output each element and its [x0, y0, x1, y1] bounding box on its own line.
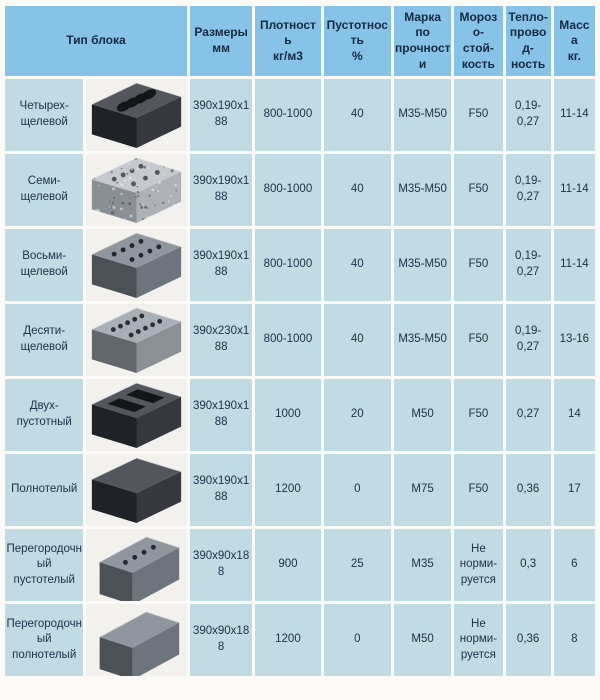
cell-conductivity: 0,19- 0,27: [505, 229, 551, 301]
cell-density: 800-1000: [255, 229, 321, 301]
cell-block-type: Двух- пустотный: [5, 379, 84, 451]
header-density: Плотност ь кг/м3: [255, 6, 321, 76]
cell-conductivity: 0,36: [505, 454, 551, 526]
blocks-spec-table: Тип блока Размеры мм Плотност ь кг/м3 Пу…: [2, 3, 598, 679]
cell-hollowness: 40: [323, 154, 391, 226]
cell-frost: Не норми- руется: [454, 529, 503, 601]
header-frost-resistance: Мороз о- стой- кость: [454, 6, 503, 76]
cell-dimensions: 390х230х1 88: [189, 304, 253, 376]
header-mass: Масс а кг.: [553, 6, 595, 76]
cell-conductivity: 0,3: [505, 529, 551, 601]
cell-conductivity: 0,36: [505, 604, 551, 676]
cell-mass: 17: [553, 454, 595, 526]
cell-strength: М35-М50: [393, 154, 452, 226]
cell-mass: 11-14: [553, 229, 595, 301]
cell-mass: 6: [553, 529, 595, 601]
cell-photo: [86, 529, 187, 601]
cell-dimensions: 390х190х1 88: [189, 229, 253, 301]
cell-density: 900: [255, 529, 321, 601]
table-row: Четырех- щелевой 390х190х1 88 800-1000 4…: [5, 79, 595, 151]
table-row: Перегородочн ый полнотелый 390х90х18 8 1…: [5, 604, 595, 676]
table-row: Двух- пустотный 390х190х1 88 1000 20 М50…: [5, 379, 595, 451]
cell-hollowness: 40: [323, 229, 391, 301]
cell-photo: [86, 79, 187, 151]
cell-dimensions: 390х190х1 88: [189, 79, 253, 151]
two-hollow-block-photo: [86, 379, 187, 451]
header-block-type: Тип блока: [5, 6, 187, 76]
cell-hollowness: 0: [323, 604, 391, 676]
header-thermal-conductivity: Тепло- прово д- ность: [505, 6, 551, 76]
cell-block-type: Четырех- щелевой: [5, 79, 84, 151]
cell-density: 800-1000: [255, 154, 321, 226]
cell-mass: 8: [553, 604, 595, 676]
cell-photo: [86, 229, 187, 301]
cell-dimensions: 390х190х1 88: [189, 379, 253, 451]
cell-strength: М35-М50: [393, 229, 452, 301]
table-row: Полнотелый 390х190х1 88 1200 0 М75 F50 0…: [5, 454, 595, 526]
cell-block-type: Семи- щелевой: [5, 154, 84, 226]
cell-hollowness: 40: [323, 79, 391, 151]
cell-block-type: Перегородочн ый пустотелый: [5, 529, 84, 601]
cell-density: 1200: [255, 454, 321, 526]
cell-photo: [86, 154, 187, 226]
cell-frost: F50: [454, 454, 503, 526]
header-row: Тип блока Размеры мм Плотност ь кг/м3 Пу…: [5, 6, 595, 76]
cell-dimensions: 390х190х1 88: [189, 154, 253, 226]
cell-conductivity: 0,19- 0,27: [505, 304, 551, 376]
cell-density: 800-1000: [255, 304, 321, 376]
eight-slot-block-photo: [86, 229, 187, 301]
cell-frost: F50: [454, 154, 503, 226]
cell-frost: Не норми- руется: [454, 604, 503, 676]
partition-hollow-block-photo: [86, 529, 187, 601]
cell-frost: F50: [454, 229, 503, 301]
cell-conductivity: 0,19- 0,27: [505, 154, 551, 226]
cell-block-type: Десяти- щелевой: [5, 304, 84, 376]
table-row: Десяти- щелевой 390х230х1 88 800-1000 40…: [5, 304, 595, 376]
table-row: Восьми- щелевой 390х190х1 88 800-1000 40…: [5, 229, 595, 301]
header-dimensions: Размеры мм: [189, 6, 253, 76]
cell-block-type: Полнотелый: [5, 454, 84, 526]
cell-conductivity: 0,27: [505, 379, 551, 451]
cell-strength: М35-М50: [393, 304, 452, 376]
header-strength-grade: Марка по прочност и: [393, 6, 452, 76]
ten-slot-block-photo: [86, 304, 187, 376]
partition-solid-block-photo: [86, 604, 187, 676]
cell-block-type: Восьми- щелевой: [5, 229, 84, 301]
cell-hollowness: 0: [323, 454, 391, 526]
cell-strength: М35: [393, 529, 452, 601]
table-row: Семи- щелевой 390х190х1 88 800-1000 40 М…: [5, 154, 595, 226]
cell-photo: [86, 604, 187, 676]
cell-hollowness: 40: [323, 304, 391, 376]
solid-block-photo: [86, 454, 187, 526]
cell-strength: М50: [393, 604, 452, 676]
cell-hollowness: 25: [323, 529, 391, 601]
cell-mass: 11-14: [553, 79, 595, 151]
table-row: Перегородочн ый пустотелый 390х90х18 8 9…: [5, 529, 595, 601]
cell-density: 1000: [255, 379, 321, 451]
cell-dimensions: 390х90х18 8: [189, 529, 253, 601]
cell-strength: М75: [393, 454, 452, 526]
cell-mass: 13-16: [553, 304, 595, 376]
cell-dimensions: 390х190х1 88: [189, 454, 253, 526]
cell-density: 800-1000: [255, 79, 321, 151]
cell-strength: М35-М50: [393, 79, 452, 151]
cell-frost: F50: [454, 304, 503, 376]
cell-density: 1200: [255, 604, 321, 676]
cell-block-type: Перегородочн ый полнотелый: [5, 604, 84, 676]
page: Тип блока Размеры мм Плотност ь кг/м3 Пу…: [2, 3, 598, 679]
cell-frost: F50: [454, 79, 503, 151]
cell-mass: 14: [553, 379, 595, 451]
header-hollowness: Пустотнос ть %: [323, 6, 391, 76]
cell-mass: 11-14: [553, 154, 595, 226]
cell-photo: [86, 304, 187, 376]
cell-conductivity: 0,19- 0,27: [505, 79, 551, 151]
cell-photo: [86, 379, 187, 451]
cell-dimensions: 390х90х18 8: [189, 604, 253, 676]
cell-hollowness: 20: [323, 379, 391, 451]
four-slot-block-photo: [86, 79, 187, 151]
cell-strength: М50: [393, 379, 452, 451]
cell-frost: F50: [454, 379, 503, 451]
cell-photo: [86, 454, 187, 526]
seven-slot-block-photo: [86, 154, 187, 226]
